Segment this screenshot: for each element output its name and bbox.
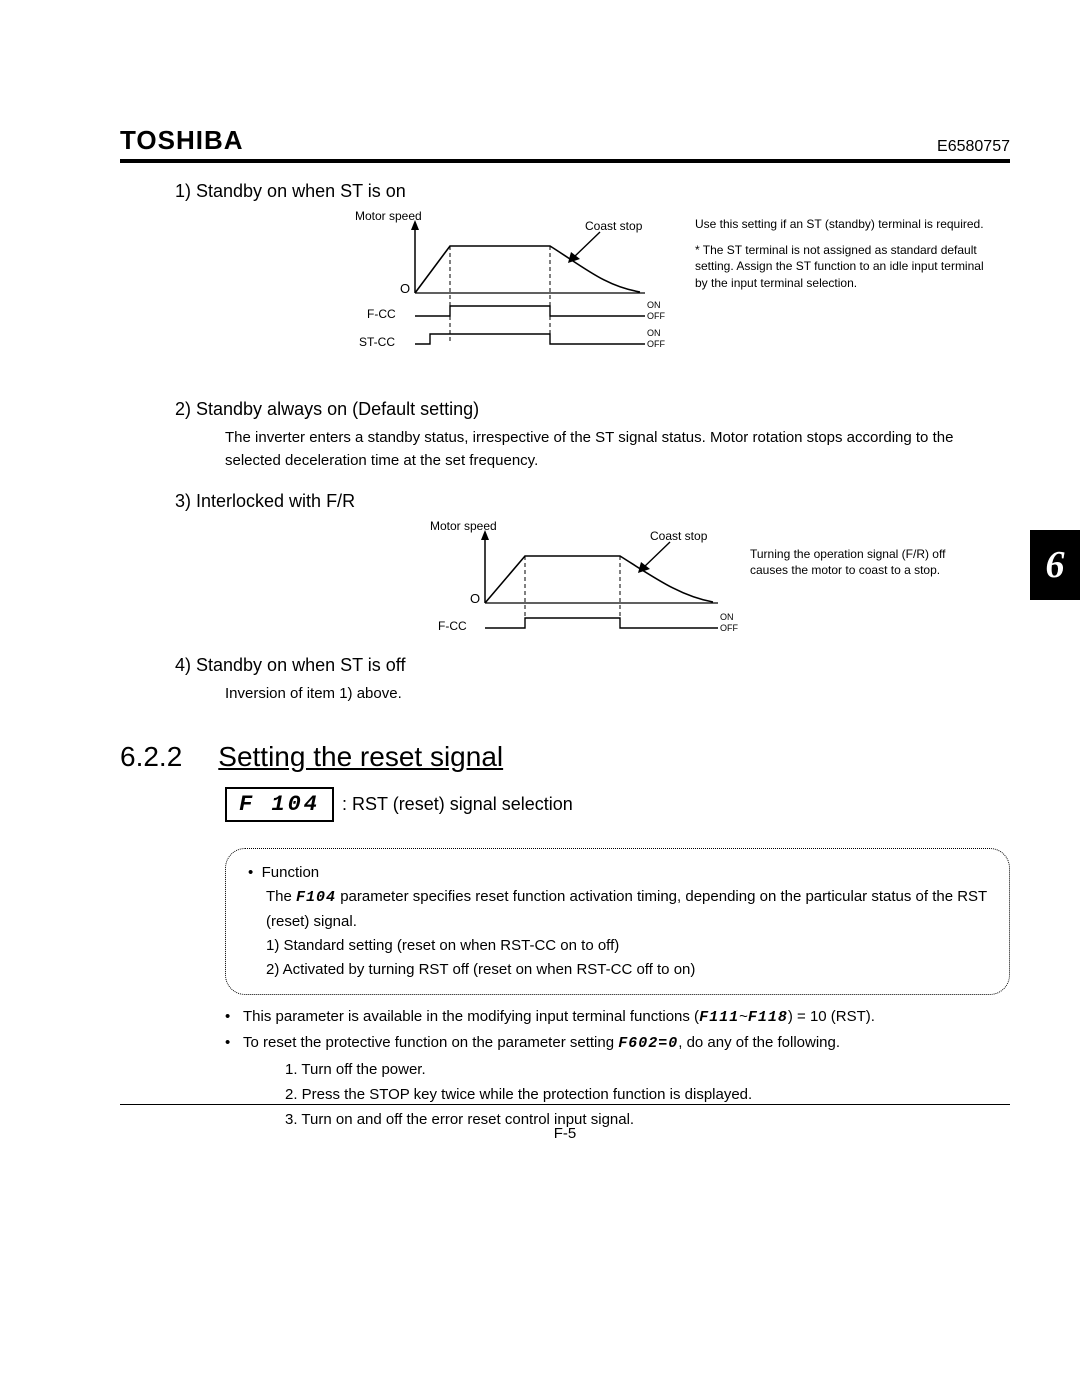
page-content: TOSHIBA E6580757 1) Standby on when ST i… (120, 125, 1010, 1133)
svg-text:F-CC: F-CC (438, 619, 467, 633)
item2-title: 2) Standby always on (Default setting) (175, 399, 1010, 420)
section-title: Setting the reset signal (218, 741, 503, 773)
func-heading: Function (262, 864, 320, 881)
function-box: • Function The F104 parameter specifies … (225, 848, 1010, 995)
section-heading: 6.2.2 Setting the reset signal (120, 741, 1010, 773)
item1-title: 1) Standby on when ST is on (175, 181, 1010, 202)
svg-text:Motor speed: Motor speed (430, 519, 497, 533)
svg-text:OFF: OFF (647, 311, 665, 321)
note1a: This parameter is available in the modif… (243, 1008, 699, 1025)
svg-text:F-CC: F-CC (367, 307, 396, 321)
note1c2: F118 (748, 1009, 788, 1026)
func-l1b: parameter specifies reset function activ… (266, 888, 987, 930)
section-number: 6.2.2 (120, 741, 182, 773)
item4-body: Inversion of item 1) above. (225, 682, 1010, 705)
diagram-1: Motor speed Coast stop O F-CC ST-CC ON O… (295, 208, 1010, 381)
chapter-tab: 6 (1030, 530, 1080, 600)
parameter-row: F 104 : RST (reset) signal selection (225, 787, 1010, 822)
func-l2: 1) Standard setting (reset on when RST-C… (266, 934, 991, 958)
item4-title: 4) Standby on when ST is off (175, 655, 1010, 676)
svg-text:ST-CC: ST-CC (359, 335, 395, 349)
svg-text:Coast stop: Coast stop (650, 529, 708, 543)
svg-text:OFF: OFF (647, 339, 665, 349)
svg-text:ON: ON (647, 328, 661, 338)
parameter-label: : RST (reset) signal selection (342, 794, 573, 815)
note2b: , do any of the following. (678, 1034, 840, 1051)
page-footer: F-5 (120, 1104, 1010, 1142)
note2a: To reset the protective function on the … (243, 1034, 618, 1051)
func-l1code: F104 (296, 889, 336, 906)
svg-text:ON: ON (647, 300, 661, 310)
note2c: F602=0 (618, 1035, 678, 1052)
func-l1a: The (266, 888, 296, 905)
sub1: 1. Turn off the power. (285, 1058, 840, 1083)
svg-text:ON: ON (720, 612, 734, 622)
note1c1: F111 (699, 1009, 739, 1026)
svg-text:OFF: OFF (720, 623, 738, 633)
diag1-note1: Use this setting if an ST (standby) term… (695, 216, 995, 232)
svg-text:O: O (470, 591, 480, 606)
doc-number: E6580757 (937, 138, 1010, 156)
svg-text:Coast stop: Coast stop (585, 219, 643, 233)
brand-logo: TOSHIBA (120, 125, 244, 156)
header-rule (120, 159, 1010, 163)
svg-text:Motor speed: Motor speed (355, 209, 422, 223)
note1b: ) = 10 (RST). (788, 1008, 875, 1025)
item3-title: 3) Interlocked with F/R (175, 491, 1010, 512)
page-number: F-5 (120, 1125, 1010, 1142)
footer-rule (120, 1104, 1010, 1105)
parameter-code: F 104 (225, 787, 334, 822)
diag2-note: Turning the operation signal (F/R) off c… (750, 546, 980, 578)
func-l3: 2) Activated by turning RST off (reset o… (266, 958, 991, 982)
diagram-2: Motor speed Coast stop O F-CC ON OFF Tur… (330, 518, 1010, 651)
item2-body: The inverter enters a standby status, ir… (225, 426, 1010, 473)
svg-text:O: O (400, 281, 410, 296)
diag1-note2: * The ST terminal is not assigned as sta… (695, 242, 995, 291)
